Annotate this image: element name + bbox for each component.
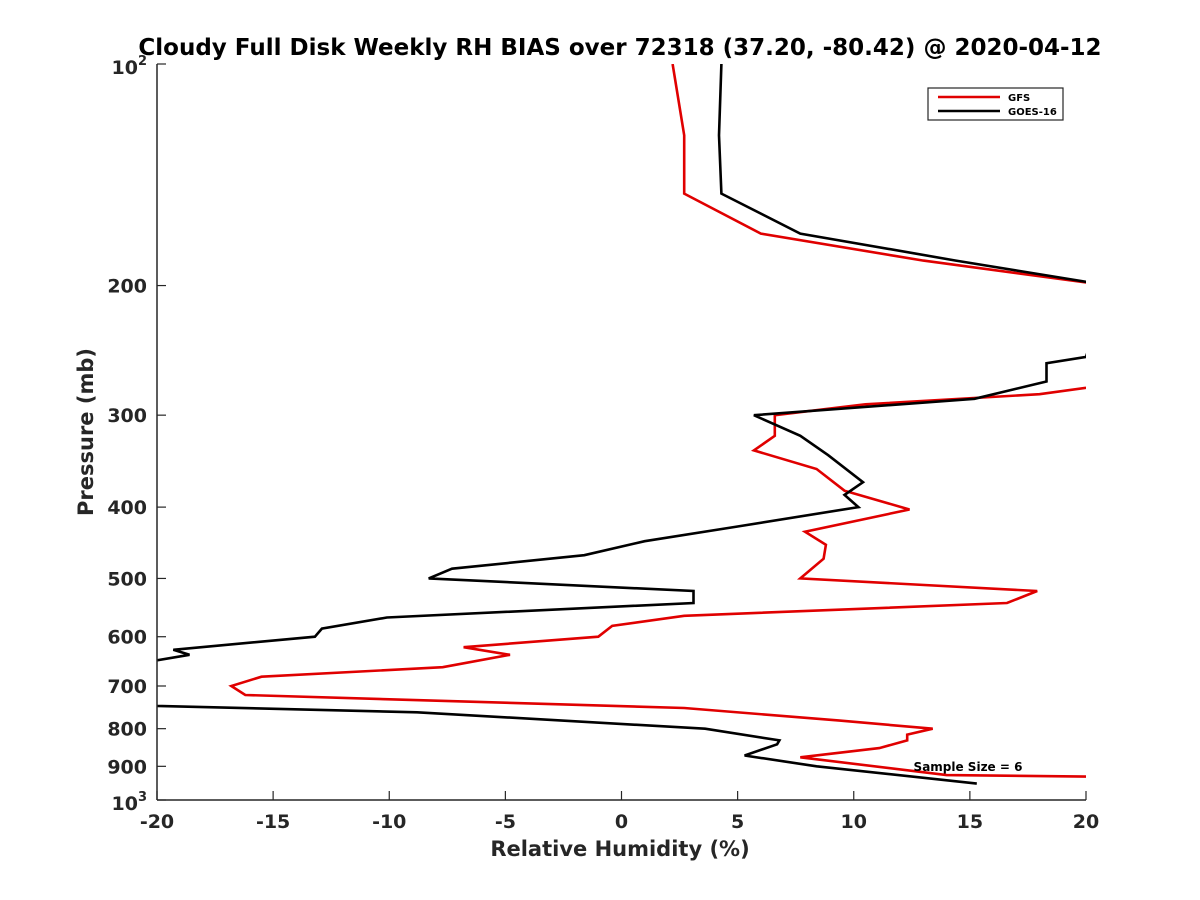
axes-layer: -20 -15 -10 -5 0 5 10 15 20 200 300 400 500 600 700 800… <box>107 54 1099 833</box>
x-tick-label: -10 <box>372 811 406 833</box>
legend-label: GFS <box>1008 93 1030 104</box>
y-tick-label: 300 <box>107 405 147 427</box>
x-tick-label: 0 <box>615 811 628 833</box>
y-tick-label: 500 <box>107 568 147 590</box>
x-tick-label: -20 <box>140 811 174 833</box>
x-tick-label: 10 <box>841 811 867 833</box>
y-edge-tick-label: 103 <box>112 790 148 815</box>
legend: GFS GOES-16 <box>927 87 1064 121</box>
x-tick-label: -5 <box>495 811 516 833</box>
x-axis-label: Relative Humidity (%) <box>490 837 749 861</box>
y-axis-label: Pressure (mb) <box>74 348 98 516</box>
chart-title: Cloudy Full Disk Weekly RH BIAS over 723… <box>138 35 1101 61</box>
series-line-gfs <box>228 64 1086 778</box>
x-tick-label: -15 <box>256 811 290 833</box>
y-tick-label: 700 <box>107 676 147 698</box>
legend-box <box>927 87 1064 121</box>
y-tick-label: 400 <box>107 497 147 519</box>
x-tick-label: 15 <box>957 811 983 833</box>
series-line-goes-16 <box>157 64 1086 785</box>
y-edge-tick-label: 102 <box>112 54 148 79</box>
x-tick-label: 20 <box>1073 811 1099 833</box>
y-tick-label: 200 <box>107 276 147 298</box>
series-layer <box>157 64 1086 785</box>
y-tick-label: 900 <box>107 756 147 778</box>
legend-label: GOES-16 <box>1008 107 1057 118</box>
y-tick-label: 600 <box>107 627 147 649</box>
x-tick-label: 5 <box>731 811 744 833</box>
y-tick-label: 800 <box>107 719 147 741</box>
sample-size-annotation: Sample Size = 6 <box>914 760 1023 774</box>
